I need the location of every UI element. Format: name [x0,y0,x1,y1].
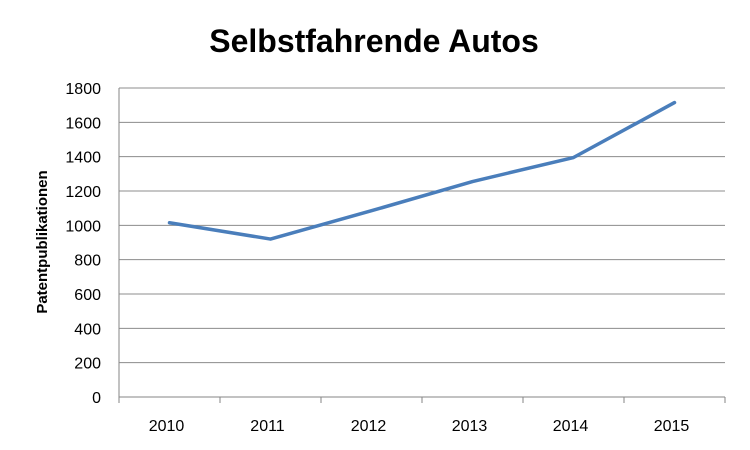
y-axis-label: Patentpublikationen [34,170,51,313]
x-tick-label: 2015 [654,418,690,435]
x-tick-label: 2012 [351,418,387,435]
series-group [167,100,677,241]
x-tick-label: 2014 [553,418,589,435]
y-tick-label: 800 [74,253,101,270]
y-tick-label: 600 [74,287,101,304]
x-axis-ticks: 2010 2011 2012 2013 2014 2015 [149,418,690,435]
y-tick-label: 200 [74,356,101,373]
x-tick-label: 2010 [149,418,185,435]
y-axis-ticks: 0 200 400 600 800 1000 1200 1400 1600 1800 [65,81,101,407]
chart-title: Selbstfahrende Autos [209,23,539,59]
x-tick-label: 2013 [452,418,488,435]
y-tick-label: 400 [74,321,101,338]
y-tick-label: 1600 [65,115,101,132]
y-tick-label: 0 [92,390,101,407]
gridlines [118,87,726,403]
y-tick-label: 1400 [65,150,101,167]
x-tick-label: 2011 [250,418,285,435]
y-tick-label: 1200 [65,184,101,201]
y-tick-label: 1800 [65,81,101,98]
series-line [167,100,677,241]
y-tick-label: 1000 [65,218,101,235]
